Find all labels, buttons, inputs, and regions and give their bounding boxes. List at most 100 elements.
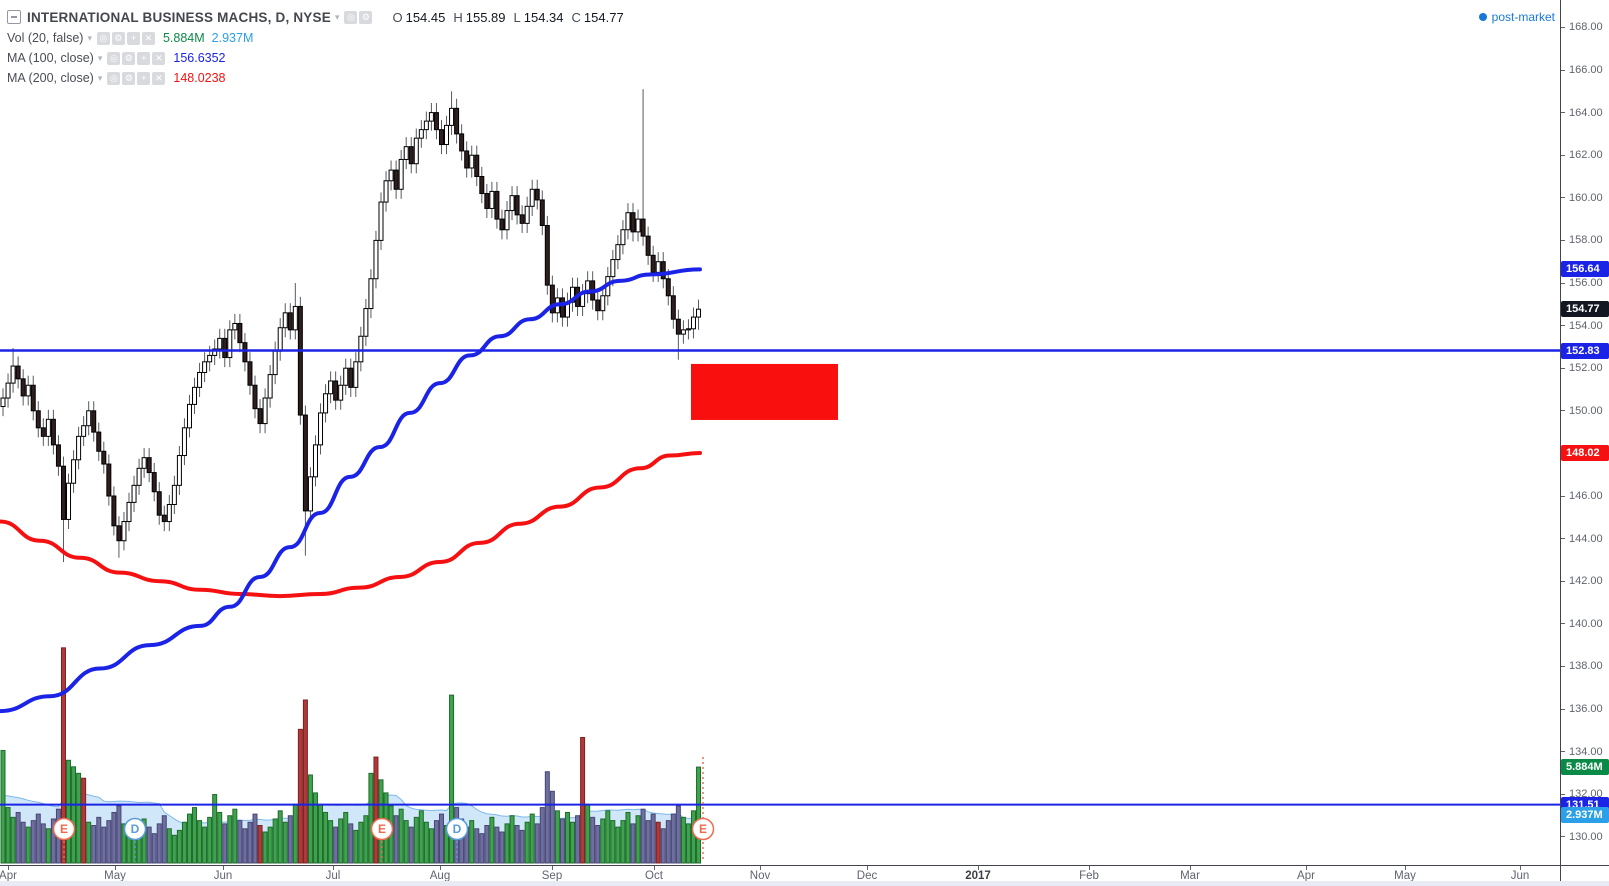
collapse-legend-icon[interactable] bbox=[7, 10, 21, 24]
ohlc-label: C bbox=[571, 9, 581, 25]
settings-icon[interactable]: ⚙ bbox=[359, 10, 373, 24]
price-tick bbox=[1561, 325, 1565, 327]
hide-icon[interactable]: ◎ bbox=[107, 51, 121, 65]
svg-text:E: E bbox=[699, 822, 707, 836]
earnings-marker[interactable]: E bbox=[691, 817, 715, 841]
hide-icon[interactable]: ◎ bbox=[107, 71, 121, 85]
ohlc-values: O 154.45 H 155.89 L 154.34 C 154.77 bbox=[384, 10, 623, 25]
close-icon[interactable]: ✕ bbox=[152, 71, 166, 85]
price-tick bbox=[1561, 26, 1565, 28]
price-tick bbox=[1561, 282, 1565, 284]
indicator-values: 156.6352 bbox=[173, 49, 232, 67]
time-tick bbox=[223, 866, 224, 870]
indicator-buttons: ◎ ⚙ + ✕ bbox=[96, 31, 155, 45]
time-tick-label: Nov bbox=[749, 870, 771, 882]
price-tick-label: 136.00 bbox=[1569, 703, 1603, 715]
close-icon[interactable]: ✕ bbox=[141, 31, 155, 45]
price-badge: 148.02 bbox=[1561, 444, 1609, 461]
price-tick-label: 168.00 bbox=[1569, 21, 1603, 34]
dividend-marker[interactable]: D bbox=[123, 817, 147, 841]
indicator-value: 148.0238 bbox=[173, 71, 226, 85]
settings-icon[interactable]: ⚙ bbox=[122, 51, 136, 65]
time-tick-label: Jul bbox=[325, 870, 341, 882]
price-tick-label: 164.00 bbox=[1569, 106, 1603, 119]
time-tick bbox=[760, 866, 761, 870]
dividend-marker[interactable]: D bbox=[445, 817, 469, 841]
indicator-name[interactable]: MA (100, close) bbox=[7, 51, 94, 65]
settings-icon[interactable]: ⚙ bbox=[111, 31, 125, 45]
symbol-title[interactable]: INTERNATIONAL BUSINESS MACHS, D, NYSE bbox=[27, 9, 331, 25]
indicator-buttons: ◎ ⚙ + ✕ bbox=[107, 71, 166, 85]
ohlc-label: H bbox=[453, 9, 463, 25]
svg-text:E: E bbox=[378, 822, 386, 836]
chevron-down-icon[interactable]: ▾ bbox=[87, 32, 92, 43]
time-tick bbox=[1190, 866, 1191, 870]
indicator-row-ma100: MA (100, close) ▾ ◎ ⚙ + ✕ 156.6352 bbox=[7, 50, 233, 66]
price-tick-label: 134.00 bbox=[1569, 745, 1603, 758]
price-tick-label: 146.00 bbox=[1569, 490, 1603, 502]
rectangle-drawing[interactable] bbox=[691, 363, 838, 420]
indicator-row-volume: Vol (20, false) ▾ ◎ ⚙ + ✕ 5.884M 2.937M bbox=[7, 30, 260, 46]
hide-icon[interactable]: ◎ bbox=[344, 10, 358, 24]
price-tick-label: 142.00 bbox=[1569, 575, 1603, 588]
price-tick-label: 144.00 bbox=[1569, 532, 1603, 545]
ohlc-value: 154.45 bbox=[405, 9, 446, 25]
price-axis[interactable]: 168.00 166.00 164.00 162.00 160.00 158.00 156.… bbox=[1561, 0, 1609, 865]
add-icon[interactable]: + bbox=[126, 31, 140, 45]
time-tick-label: Mar bbox=[1180, 870, 1200, 882]
settings-icon[interactable]: ⚙ bbox=[122, 71, 136, 85]
time-tick bbox=[654, 866, 655, 870]
time-tick-label: Aug bbox=[429, 870, 451, 882]
time-axis-border bbox=[0, 865, 1609, 866]
post-market-label: post-market bbox=[1491, 10, 1555, 24]
indicator-name[interactable]: MA (200, close) bbox=[7, 71, 94, 85]
time-tick-label: Oct bbox=[645, 870, 663, 882]
indicator-buttons: ◎ ⚙ + ✕ bbox=[107, 51, 166, 65]
time-tick bbox=[115, 866, 116, 870]
volume-bars bbox=[0, 647, 702, 864]
time-tick-label: Jun bbox=[1510, 870, 1530, 882]
svg-text:D: D bbox=[131, 822, 140, 836]
earnings-marker[interactable]: E bbox=[52, 817, 76, 841]
add-icon[interactable]: + bbox=[137, 71, 151, 85]
time-tick bbox=[867, 866, 868, 870]
time-tick-label: 2017 bbox=[965, 870, 991, 882]
price-tick bbox=[1561, 495, 1565, 497]
chevron-down-icon[interactable]: ▾ bbox=[97, 52, 103, 63]
time-tick bbox=[1520, 866, 1521, 870]
chevron-down-icon[interactable]: ▾ bbox=[334, 11, 340, 22]
chevron-down-icon[interactable]: ▾ bbox=[97, 72, 103, 83]
price-tick-label: 166.00 bbox=[1569, 64, 1603, 76]
earnings-marker[interactable]: E bbox=[370, 817, 394, 841]
indicator-value: 156.6352 bbox=[173, 51, 226, 65]
price-tick bbox=[1561, 367, 1565, 369]
time-tick-label: May bbox=[104, 870, 126, 882]
price-tick-label: 138.00 bbox=[1569, 660, 1603, 673]
price-tick bbox=[1561, 623, 1565, 625]
add-icon[interactable]: + bbox=[137, 51, 151, 65]
ma100-line[interactable] bbox=[0, 267, 702, 714]
indicator-name[interactable]: Vol (20, false) bbox=[7, 31, 84, 45]
price-tick bbox=[1561, 239, 1565, 241]
price-badge: 154.77 bbox=[1561, 301, 1609, 318]
price-tick bbox=[1561, 538, 1565, 540]
price-badge: 152.83 bbox=[1561, 342, 1609, 359]
price-badge: 156.64 bbox=[1561, 261, 1609, 278]
price-badge: 5.884M bbox=[1561, 759, 1609, 776]
time-tick bbox=[1089, 866, 1090, 870]
hide-icon[interactable]: ◎ bbox=[96, 31, 110, 45]
price-tick bbox=[1561, 708, 1565, 710]
close-icon[interactable]: ✕ bbox=[152, 51, 166, 65]
time-tick-label: Apr bbox=[0, 870, 17, 882]
time-tick bbox=[978, 866, 979, 870]
time-tick bbox=[1306, 866, 1307, 870]
svg-text:E: E bbox=[60, 822, 68, 836]
price-tick-label: 152.00 bbox=[1569, 362, 1603, 375]
time-tick-label: Apr bbox=[1297, 870, 1315, 882]
price-tick-label: 160.00 bbox=[1569, 191, 1603, 204]
ma200-line[interactable] bbox=[0, 450, 702, 599]
price-tick-label: 162.00 bbox=[1569, 149, 1603, 162]
ohlc-value: 154.34 bbox=[523, 9, 564, 25]
